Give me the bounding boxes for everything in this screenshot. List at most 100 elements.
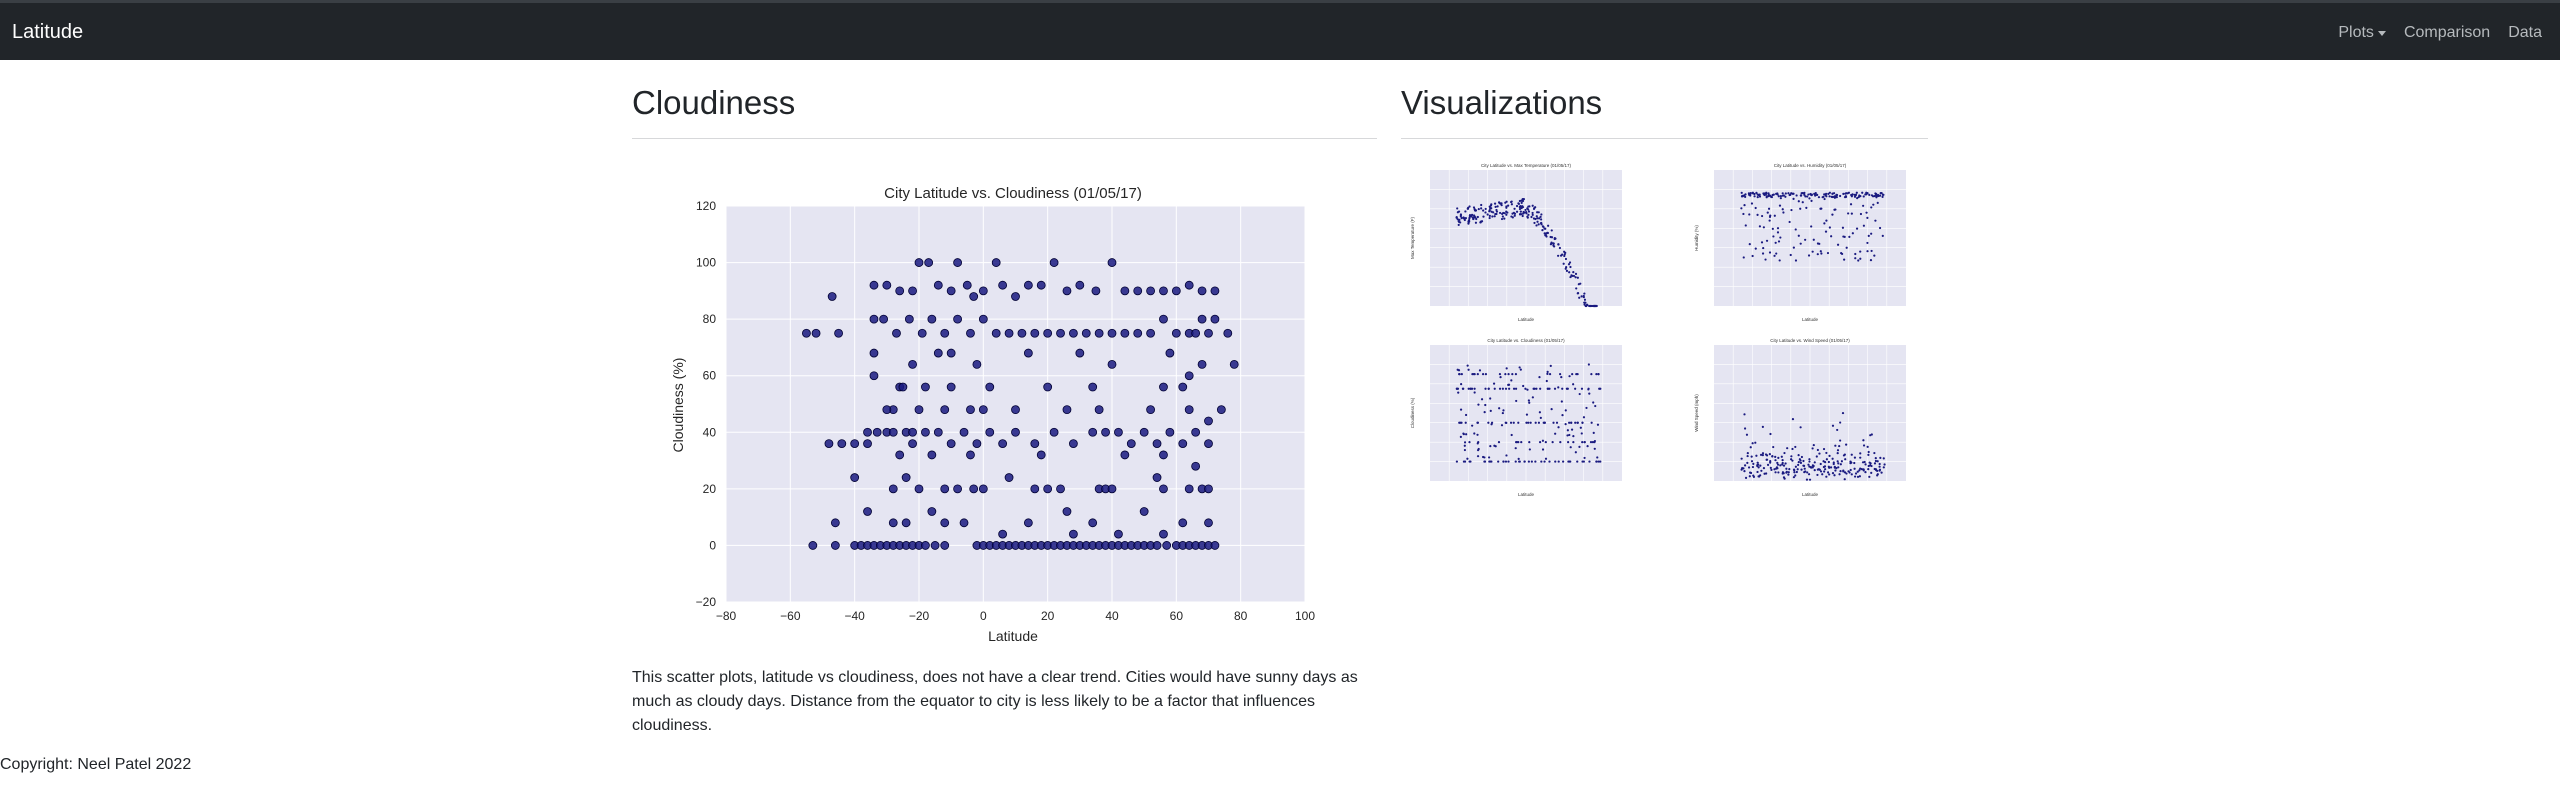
thumbnail-data-point — [1843, 471, 1847, 474]
thumbnail-data-point — [1564, 423, 1567, 426]
thumbnail-data-point — [1845, 246, 1848, 249]
thumbnail-data-point — [1816, 253, 1819, 256]
thumbnail-data-point — [1491, 215, 1494, 218]
thumbnail-data-point — [1776, 463, 1780, 466]
data-point — [1091, 286, 1101, 296]
thumbnail-data-point — [1505, 200, 1508, 203]
thumbnail-data-point — [1797, 234, 1800, 237]
thumbnail-data-point — [1868, 193, 1871, 196]
thumbnail-data-point — [1849, 468, 1852, 472]
data-point — [1030, 439, 1040, 449]
thumbnail-data-point — [1873, 254, 1876, 257]
thumbnail-data-point — [1743, 427, 1747, 430]
nav-comparison-link[interactable]: Comparison — [2403, 24, 2491, 41]
thumbnail-data-point — [1855, 191, 1858, 194]
thumbnail-data-point — [1458, 373, 1461, 376]
thumbnail-max-temperature[interactable]: City Latitude vs. Max Temperature (01/05… — [1404, 158, 1629, 333]
thumbnail-data-point — [1836, 243, 1840, 246]
brand-link[interactable]: Latitude — [12, 21, 84, 43]
thumbnail-data-point — [1766, 463, 1770, 466]
data-point — [927, 507, 937, 516]
y-tick-label: 120 — [696, 199, 716, 213]
data-point — [1216, 405, 1226, 415]
thumbnail-cloudiness[interactable]: City Latitude vs. Cloudiness (01/05/17) L… — [1404, 333, 1629, 508]
thumbnail-data-point — [1801, 201, 1804, 204]
thumbnail-data-point — [1528, 205, 1531, 208]
data-point — [1011, 405, 1020, 415]
thumbnail-data-point — [1778, 204, 1782, 207]
thumbnail-wind-speed[interactable]: City Latitude vs. Wind Speed (01/05/17) L… — [1688, 333, 1913, 508]
cloudiness-scatter-chart: City Latitude vs. Cloudiness (01/05/17) … — [670, 185, 1315, 644]
thumbnail-x-label: Latitude — [1802, 492, 1819, 497]
thumbnail-data-point — [1790, 208, 1793, 212]
thumbnail-data-point — [1590, 421, 1593, 424]
thumbnail-data-point — [1459, 421, 1462, 424]
data-point — [914, 405, 924, 415]
thumbnail-data-point — [1474, 209, 1477, 212]
thumbnail-data-point — [1522, 198, 1526, 201]
thumbnail-y-label: Wind Speed (mph) — [1694, 394, 1699, 432]
thumbnail-data-point — [1779, 197, 1782, 200]
thumbnail-data-point — [1758, 225, 1762, 228]
data-point — [1165, 348, 1175, 358]
thumbnail-data-point — [1469, 387, 1472, 390]
thumbnail-data-point — [1744, 224, 1747, 227]
thumbnail-data-point — [1834, 469, 1837, 472]
thumbnail-data-point — [1769, 432, 1772, 436]
thumbnail-data-point — [1862, 195, 1865, 198]
thumbnail-data-point — [1784, 195, 1787, 198]
thumbnail-data-point — [1777, 456, 1780, 459]
data-point — [908, 359, 917, 369]
data-point — [953, 484, 963, 494]
thumbnail-data-point — [1799, 426, 1802, 429]
thumbnail-data-point — [1544, 234, 1547, 237]
data-point — [930, 541, 940, 550]
thumbnail-data-point — [1574, 276, 1577, 279]
thumbnail-data-point — [1822, 460, 1825, 463]
data-point — [1126, 439, 1136, 449]
thumbnail-data-point — [1534, 206, 1537, 209]
thumbnail-data-point — [1477, 403, 1480, 406]
thumbnail-data-point — [1791, 447, 1794, 451]
thumbnail-data-point — [1883, 463, 1886, 466]
thumbnail-data-point — [1810, 225, 1813, 228]
thumbnail-data-point — [1755, 191, 1758, 195]
thumbnail-title: City Latitude vs. Cloudiness (01/05/17) — [1487, 338, 1565, 343]
thumbnail-data-point — [1822, 447, 1826, 451]
thumbnail-y-label: Humidity (%) — [1694, 225, 1699, 251]
thumbnail-data-point — [1858, 469, 1861, 472]
thumbnail-data-point — [1836, 460, 1839, 463]
thumbnail-data-point — [1866, 241, 1869, 245]
thumbnail-data-point — [1827, 460, 1830, 464]
nav-plots-dropdown[interactable]: Plots — [2338, 24, 2386, 42]
thumbnail-data-point — [1811, 447, 1814, 450]
thumbnail-data-point — [1838, 444, 1841, 448]
thumbnail-data-point — [1559, 254, 1563, 257]
data-point — [1210, 541, 1220, 550]
thumbnail-data-point — [1576, 421, 1579, 424]
thumbnail-data-point — [1544, 441, 1547, 444]
nav-data-link[interactable]: Data — [2508, 24, 2542, 41]
thumbnail-humidity[interactable]: City Latitude vs. Humidity (01/05/17) Lat… — [1688, 158, 1913, 333]
thumbnail-data-point — [1525, 421, 1528, 424]
thumbnail-data-point — [1862, 439, 1865, 442]
data-point — [1056, 484, 1065, 494]
thumbnail-data-point — [1853, 456, 1857, 459]
thumbnail-data-point — [1519, 213, 1522, 216]
data-point — [1197, 359, 1207, 369]
data-point — [966, 405, 975, 415]
data-point — [1165, 427, 1175, 437]
thumbnail-data-point — [1854, 257, 1857, 260]
thumbnail-data-point — [1561, 387, 1564, 390]
thumbnail-data-point — [1583, 298, 1587, 301]
x-tick-label: 100 — [1295, 609, 1315, 623]
thumbnail-data-point — [1746, 461, 1749, 465]
thumbnail-data-point — [1541, 225, 1545, 228]
thumbnail-data-point — [1769, 194, 1772, 197]
thumbnail-data-point — [1481, 373, 1485, 376]
thumbnail-data-point — [1839, 439, 1842, 442]
thumbnail-data-point — [1785, 467, 1788, 470]
thumbnail-data-point — [1799, 194, 1803, 197]
thumbnail-data-point — [1592, 431, 1595, 434]
thumbnail-data-point — [1870, 471, 1873, 474]
